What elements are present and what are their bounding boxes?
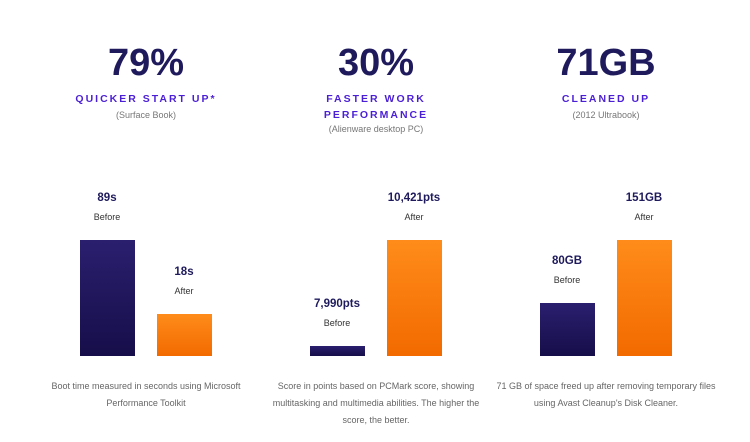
headline-stat: 71GB xyxy=(556,42,656,84)
value-label: 7,990pts xyxy=(313,298,361,310)
after-bar xyxy=(157,314,212,356)
after-bar xyxy=(617,240,672,356)
headline-stat: 79% xyxy=(107,42,185,84)
stat-subtitle: (Alienware desktop PC) xyxy=(328,124,424,134)
stat-title: FASTER WORK PERFORMANCE xyxy=(323,93,429,121)
stat-subtitle: (2012 Ultrabook) xyxy=(572,110,640,120)
category-label: Before xyxy=(93,212,121,222)
headline-stat: 30% xyxy=(337,42,415,84)
value-label: 151GB xyxy=(625,192,663,204)
value-label: 80GB xyxy=(551,255,583,267)
stat-title: CLEANED UP xyxy=(561,93,651,105)
category-label: After xyxy=(174,286,194,296)
stat-title: QUICKER START UP* xyxy=(75,93,217,105)
chart-note: Boot time measured in seconds using Micr… xyxy=(51,381,241,408)
stat-subtitle: (Surface Book) xyxy=(115,110,177,120)
value-label: 18s xyxy=(174,266,194,278)
after-bar xyxy=(387,240,442,356)
chart-note: 71 GB of space freed up after removing t… xyxy=(496,381,716,408)
category-label: Before xyxy=(323,318,351,328)
value-label: 89s xyxy=(97,192,117,204)
stat-column: 71GB CLEANED UP (2012 Ultrabook) 71 GB o… xyxy=(491,0,721,442)
chart-note: Score in points based on PCMark score, s… xyxy=(272,381,480,425)
stat-column: 79% QUICKER START UP* (Surface Book) Boo… xyxy=(31,0,261,442)
value-label: 10,421pts xyxy=(387,192,441,204)
stat-column: 30% FASTER WORK PERFORMANCE (Alienware d… xyxy=(261,0,491,442)
before-bar xyxy=(540,303,595,356)
category-label: After xyxy=(404,212,424,222)
before-bar xyxy=(80,240,135,356)
category-label: Before xyxy=(553,275,581,285)
before-bar xyxy=(310,346,365,356)
category-label: After xyxy=(634,212,654,222)
